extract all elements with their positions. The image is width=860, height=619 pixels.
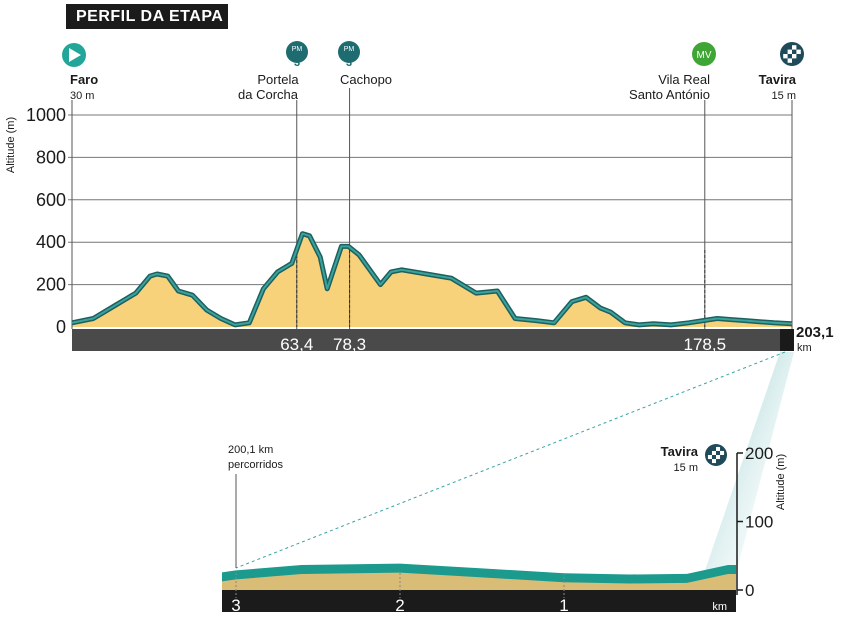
total-distance-unit: km — [797, 342, 812, 354]
pm2-category: 3 — [346, 57, 352, 69]
checker-square — [792, 45, 797, 50]
zoom-y-tick-label: 0 — [745, 581, 754, 600]
pm1-icon-group: PM 3 — [286, 41, 308, 69]
zoom-connector-line — [235, 351, 786, 569]
zoom-finish-name: Tavira — [661, 444, 699, 459]
distance-bar — [72, 329, 794, 351]
start-name: Faro — [70, 72, 98, 87]
zoom-km-label: 3 — [231, 596, 240, 615]
zoom-y-axis: 200 100 0 — [736, 444, 773, 600]
zoom-y-tick-label: 100 — [745, 513, 773, 532]
checker-square — [716, 455, 721, 460]
y-tick-label: 0 — [56, 317, 66, 337]
waypoint-lines — [71, 88, 793, 329]
zoom-km-label: 2 — [395, 596, 404, 615]
zoom-y-axis-label: Altitude (m) — [775, 454, 787, 510]
mv-badge-icon — [692, 42, 716, 66]
finish-name: Tavira — [759, 72, 797, 87]
pm2-icon-group: PM 3 — [338, 41, 360, 69]
checker-square — [787, 58, 792, 63]
distance-bar-finish — [780, 329, 794, 351]
elevation-area — [72, 233, 792, 327]
checker-square — [716, 446, 721, 451]
checker-square — [711, 459, 716, 464]
zoom-connector-shade — [700, 352, 794, 585]
zoom-finish-altitude: 15 m — [674, 462, 698, 474]
pm1-name-line1: Portela — [257, 72, 299, 87]
pm1-name-line2: da Corcha — [238, 87, 299, 102]
checker-square — [792, 54, 797, 59]
main-grid — [68, 114, 792, 286]
main-y-ticks: 1000 800 600 400 200 0 — [26, 105, 66, 337]
elevation-outline-highlight — [71, 232, 793, 326]
mv-name-line2: Santo António — [629, 87, 710, 102]
checker-square — [707, 455, 712, 460]
start-altitude: 30 m — [70, 90, 94, 102]
km-marks: 63,4 78,3 178,5 — [280, 335, 726, 354]
total-distance: 203,1 — [796, 324, 834, 341]
zoom-y-tick-label: 200 — [745, 444, 773, 463]
page-title: PERFIL DA ETAPA — [66, 4, 228, 29]
pm1-category: 3 — [294, 57, 300, 69]
start-icon-group — [62, 43, 86, 67]
checker-square — [796, 49, 801, 54]
zoom-distance-bar — [222, 590, 736, 612]
y-axis-label: Altitude (m) — [5, 117, 17, 173]
zoom-start-label-1: 200,1 km — [228, 444, 273, 456]
y-tick-label: 400 — [36, 232, 66, 252]
km-mark-label: 63,4 — [280, 335, 313, 354]
y-tick-label: 200 — [36, 275, 66, 295]
zoom-road-band — [222, 563, 736, 584]
finish-icon-group — [780, 42, 804, 66]
pm2-badge-icon — [338, 41, 360, 63]
mv-name-line1: Vila Real — [658, 72, 710, 87]
y-tick-label: 1000 — [26, 105, 66, 125]
checker-square — [720, 450, 725, 455]
mv-badge-text: MV — [697, 50, 712, 61]
zoom-km-marks: 3 2 1 — [231, 573, 569, 615]
y-tick-label: 800 — [36, 147, 66, 167]
pm1-badge-text: PM — [292, 46, 303, 53]
pm1-badge-icon — [286, 41, 308, 63]
zoom-km-label: 1 — [559, 596, 568, 615]
zoom-start-label-2: percorridos — [228, 459, 284, 471]
pm2-name: Cachopo — [340, 72, 392, 87]
checker-square — [711, 450, 716, 455]
zoom-km-unit: km — [712, 601, 727, 613]
km-mark-label: 178,5 — [684, 335, 727, 354]
pm2-badge-text: PM — [344, 46, 355, 53]
zoom-elevation-area — [222, 568, 736, 590]
checker-square — [787, 49, 792, 54]
km-mark-label: 78,3 — [333, 335, 366, 354]
mv-icon-group: MV — [692, 42, 716, 66]
checker-square — [783, 54, 788, 59]
finish-altitude: 15 m — [772, 90, 796, 102]
y-tick-label: 600 — [36, 190, 66, 210]
